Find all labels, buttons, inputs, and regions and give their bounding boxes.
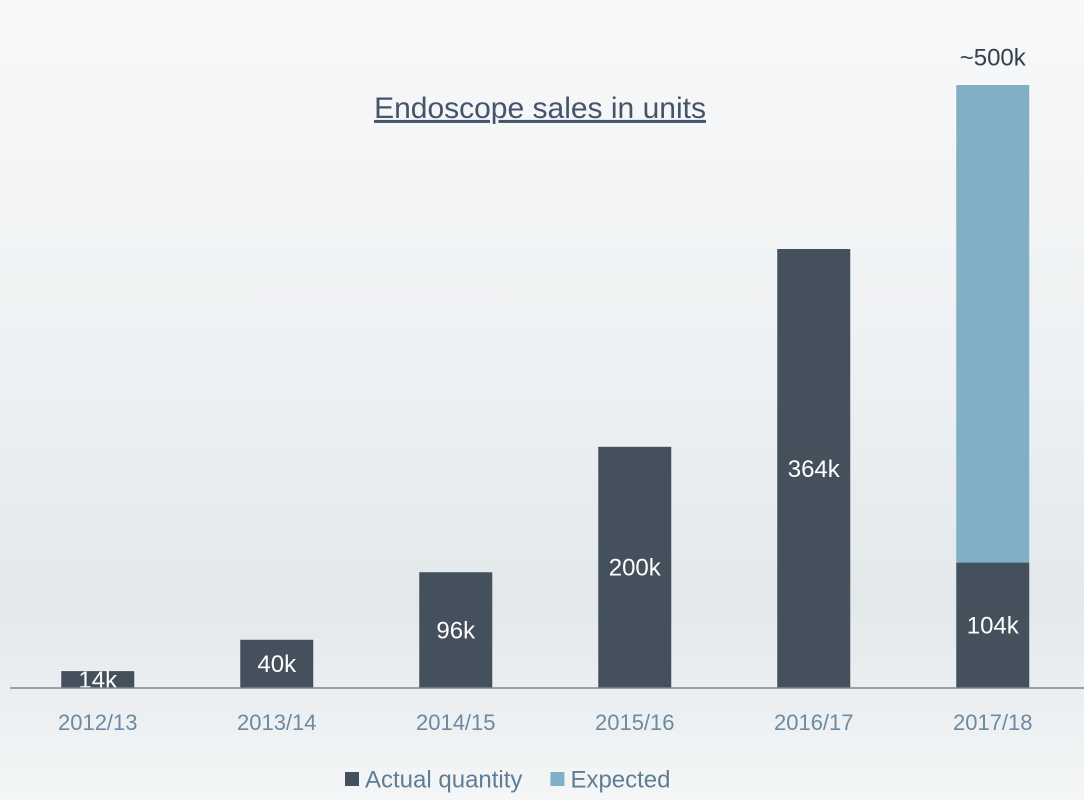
annotation: ~500k bbox=[960, 44, 1027, 71]
data-label: 96k bbox=[436, 617, 476, 644]
bar bbox=[598, 446, 672, 688]
x-tick-label: 2013/14 bbox=[237, 710, 317, 735]
data-label: 14k bbox=[78, 667, 118, 694]
data-label: 364k bbox=[788, 456, 841, 483]
data-label: 40k bbox=[257, 651, 297, 678]
data-label: 200k bbox=[609, 555, 662, 582]
chart-title: Endoscope sales in units bbox=[374, 92, 706, 125]
x-tick-label: 2014/15 bbox=[416, 710, 496, 735]
bar bbox=[777, 249, 851, 689]
x-tick-label: 2016/17 bbox=[774, 710, 854, 735]
data-label: 104k bbox=[967, 613, 1020, 640]
bar bbox=[419, 572, 493, 688]
x-tick-label: 2012/13 bbox=[58, 710, 138, 735]
legend-label: Actual quantity bbox=[365, 766, 522, 793]
legend-swatch bbox=[550, 772, 565, 786]
bar bbox=[956, 85, 1030, 563]
x-tick-label: 2015/16 bbox=[595, 710, 675, 735]
x-tick-label: 2017/18 bbox=[953, 710, 1033, 735]
legend-label: Expected bbox=[570, 766, 670, 793]
legend-swatch bbox=[345, 772, 359, 786]
bar bbox=[61, 671, 135, 688]
bar bbox=[240, 639, 314, 688]
bar bbox=[956, 562, 1030, 688]
